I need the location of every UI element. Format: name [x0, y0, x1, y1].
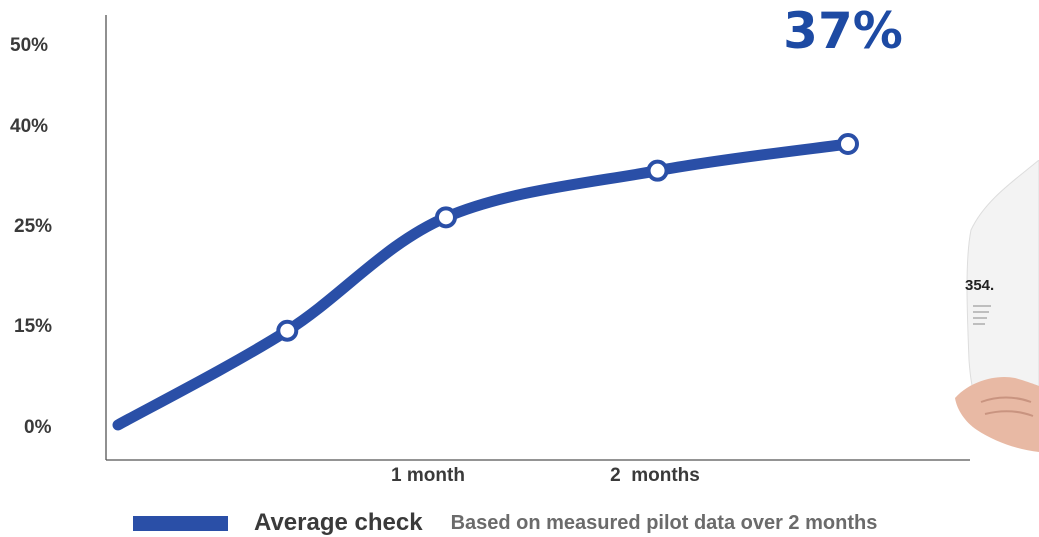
series-markers	[276, 133, 859, 342]
y-tick-label-0: 0%	[24, 417, 52, 438]
y-tick-label-25: 25%	[14, 216, 52, 237]
legend: Average check Based on measured pilot da…	[133, 508, 877, 537]
callout-value: 37%	[783, 2, 903, 60]
chart-footnote: Based on measured pilot data over 2 mont…	[450, 511, 878, 534]
legend-label: Average check	[254, 509, 423, 536]
legend-swatch	[133, 515, 228, 531]
data-point-1	[276, 319, 299, 342]
person-image: 354.	[955, 160, 1039, 455]
x-tick-label-1-month: 1 month	[391, 465, 465, 486]
data-point-2	[434, 206, 457, 229]
data-point-4	[837, 133, 859, 155]
shirt-print: 354.	[965, 277, 994, 294]
x-tick-label-2-months: 2 months	[610, 465, 700, 486]
y-tick-label-15: 15%	[14, 316, 52, 337]
y-tick-label-40: 40%	[10, 116, 48, 137]
data-point-3	[646, 159, 669, 182]
series-line-average-check	[112, 138, 854, 431]
y-tick-label-50: 50%	[10, 35, 48, 56]
